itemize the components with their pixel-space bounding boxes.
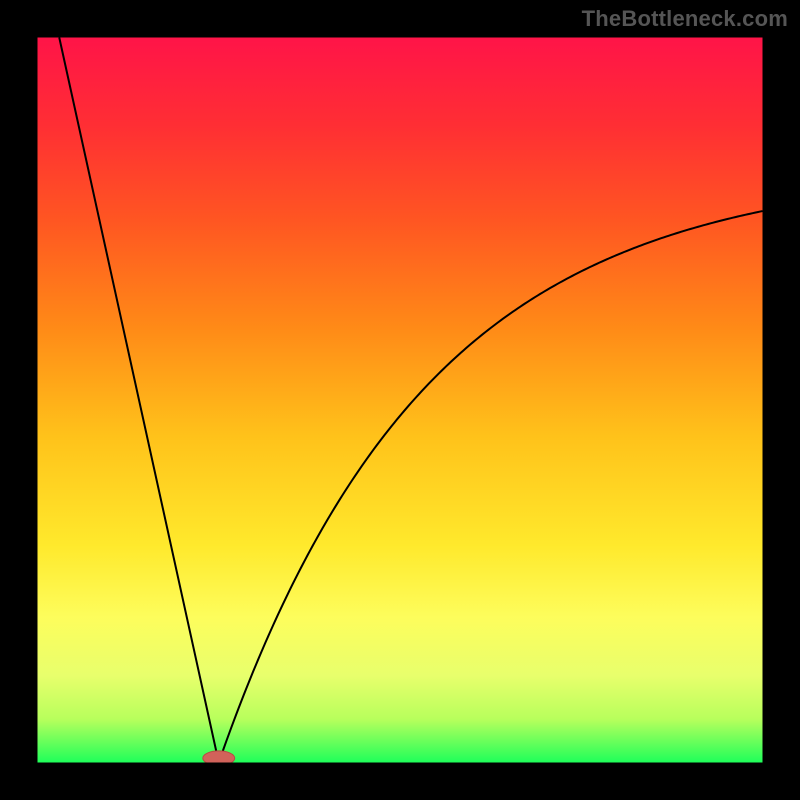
bottleneck-chart (0, 0, 800, 800)
chart-container: TheBottleneck.com (0, 0, 800, 800)
watermark-text: TheBottleneck.com (582, 6, 788, 32)
gradient-background (38, 38, 763, 763)
